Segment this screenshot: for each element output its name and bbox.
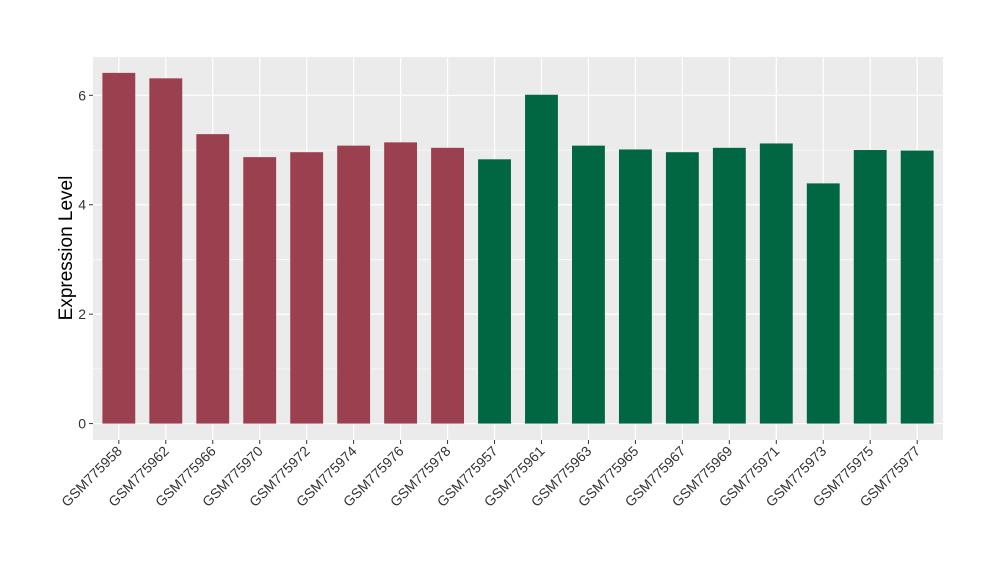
plot-panel xyxy=(93,57,943,440)
bar-GSM775977 xyxy=(900,150,934,424)
y-axis: 0 2 4 6 xyxy=(78,87,93,432)
y-tick-label: 0 xyxy=(78,416,86,432)
bar-GSM775957 xyxy=(478,159,511,424)
y-tick-label: 6 xyxy=(78,87,86,103)
bar-GSM775969 xyxy=(712,147,746,424)
y-tick-label: 2 xyxy=(78,306,86,322)
bar-GSM775972 xyxy=(290,152,324,424)
bar-GSM775974 xyxy=(337,145,371,424)
x-axis: GSM775958GSM775962GSM775966GSM775970GSM7… xyxy=(58,440,923,510)
bar-GSM775975 xyxy=(853,150,887,424)
bar-GSM775966 xyxy=(196,134,230,424)
bar-GSM775971 xyxy=(759,143,793,424)
y-axis-title: Expression Level xyxy=(56,176,77,321)
bar-GSM775976 xyxy=(384,142,418,424)
bar-GSM775962 xyxy=(149,78,183,424)
bar-GSM775978 xyxy=(431,147,464,424)
bar-GSM775973 xyxy=(806,183,840,424)
bars xyxy=(102,72,934,424)
bar-GSM775965 xyxy=(618,149,652,424)
bar-GSM775970 xyxy=(243,157,277,424)
bar-GSM775958 xyxy=(102,72,136,424)
bar-GSM775961 xyxy=(525,94,558,424)
bar-GSM775967 xyxy=(665,152,699,424)
bar-GSM775963 xyxy=(572,145,605,424)
y-tick-label: 4 xyxy=(78,197,86,213)
